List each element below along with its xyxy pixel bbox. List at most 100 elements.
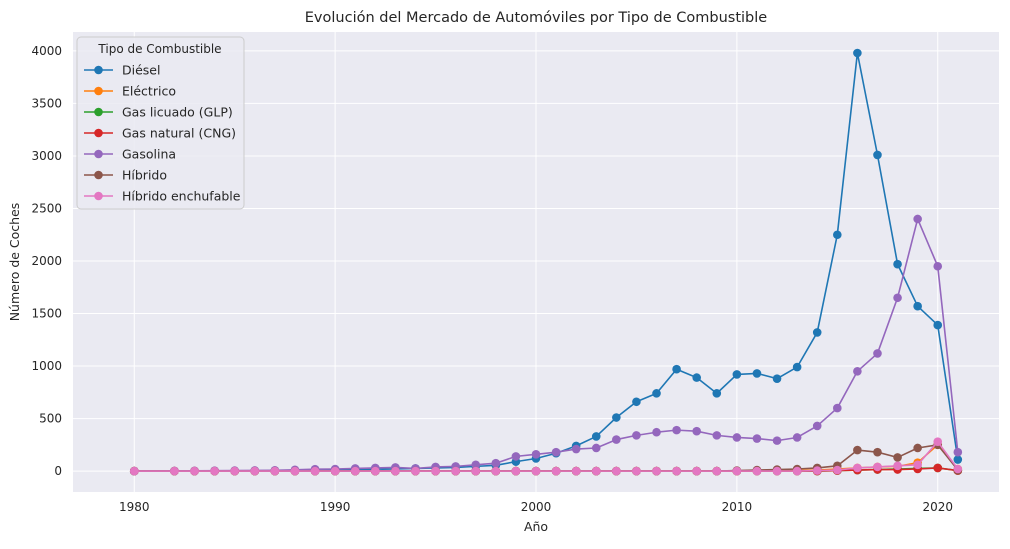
data-point xyxy=(350,466,360,476)
data-point xyxy=(812,328,822,337)
data-point xyxy=(330,466,340,476)
data-point xyxy=(712,466,722,476)
x-tick-label: 2000 xyxy=(521,500,552,514)
legend-item: Híbrido xyxy=(84,168,167,183)
y-axis-label: Número de Coches xyxy=(7,203,22,322)
series-group xyxy=(129,48,963,476)
y-tick-label: 4000 xyxy=(31,44,62,58)
legend-item: Híbrido enchufable xyxy=(84,189,241,204)
data-point xyxy=(692,426,701,436)
legend-marker xyxy=(94,128,103,138)
data-point xyxy=(612,435,621,444)
data-point xyxy=(632,466,641,476)
data-point xyxy=(652,466,661,476)
legend-label: Híbrido xyxy=(122,168,167,183)
data-point xyxy=(511,452,521,461)
legend-item: Gasolina xyxy=(84,147,176,162)
legend-item: Eléctrico xyxy=(84,84,176,99)
data-point xyxy=(792,466,802,476)
data-point xyxy=(772,436,782,445)
data-point xyxy=(913,214,922,224)
series-h-brido-enchufable xyxy=(129,437,963,476)
y-tick-label: 1500 xyxy=(31,307,62,321)
legend-label: Gas natural (CNG) xyxy=(122,126,236,141)
data-point xyxy=(792,362,802,372)
data-point xyxy=(591,432,601,441)
data-point xyxy=(752,466,762,476)
y-tick-label: 3500 xyxy=(31,96,62,110)
legend-item: Gas natural (CNG) xyxy=(84,126,236,141)
chart-title: Evolución del Mercado de Automóviles por… xyxy=(305,10,768,26)
data-point xyxy=(873,150,882,160)
legend-item: Diésel xyxy=(84,63,160,78)
data-point xyxy=(632,431,641,440)
x-tick-label: 1980 xyxy=(119,500,150,514)
data-point xyxy=(551,466,561,476)
data-point xyxy=(612,466,621,476)
data-point xyxy=(551,447,561,457)
data-point xyxy=(571,444,581,454)
data-point xyxy=(451,466,460,476)
data-point xyxy=(873,447,882,457)
data-point xyxy=(893,461,902,471)
legend-label: Diésel xyxy=(122,63,160,78)
data-point xyxy=(210,466,219,476)
data-point xyxy=(873,349,882,358)
data-point xyxy=(250,466,260,476)
data-point xyxy=(833,230,842,240)
data-point xyxy=(129,466,139,476)
data-point xyxy=(531,466,541,476)
data-point xyxy=(833,465,842,475)
x-tick-labels: 1980 1990 2000 2010 2020 xyxy=(119,500,953,514)
legend-item: Gas licuado (GLP) xyxy=(84,105,233,120)
data-point xyxy=(672,425,681,435)
data-point xyxy=(591,466,601,476)
data-point xyxy=(391,466,400,476)
data-point xyxy=(310,466,320,476)
legend-label: Híbrido enchufable xyxy=(122,189,241,204)
data-point xyxy=(732,433,742,442)
data-point xyxy=(913,301,922,311)
legend-marker xyxy=(94,149,103,159)
y-tick-label: 500 xyxy=(39,412,62,426)
data-point xyxy=(752,434,762,443)
data-point xyxy=(712,389,722,398)
data-point xyxy=(491,466,501,476)
data-point xyxy=(933,261,943,271)
data-point xyxy=(893,453,902,462)
data-point xyxy=(752,369,762,378)
y-tick-label: 3000 xyxy=(31,149,62,163)
data-point xyxy=(732,370,742,379)
data-point xyxy=(933,463,943,473)
data-point xyxy=(531,449,541,459)
data-point xyxy=(853,445,862,455)
data-point xyxy=(591,443,601,453)
legend-marker xyxy=(94,191,103,201)
data-point xyxy=(913,460,922,470)
data-point xyxy=(833,403,842,413)
data-point xyxy=(812,466,822,475)
data-point xyxy=(953,464,963,474)
data-point xyxy=(632,397,641,407)
legend-marker xyxy=(94,107,103,117)
data-point xyxy=(953,447,963,457)
data-point xyxy=(873,462,882,472)
y-tick-label: 1000 xyxy=(31,359,62,373)
y-tick-label: 2000 xyxy=(31,254,62,268)
data-point xyxy=(471,460,481,470)
x-tick-label: 2020 xyxy=(922,500,953,514)
data-point xyxy=(672,364,681,374)
grid-lines xyxy=(73,32,999,492)
data-point xyxy=(853,48,862,58)
x-axis-label: Año xyxy=(524,519,548,534)
data-point xyxy=(712,431,722,440)
legend-label: Eléctrico xyxy=(122,84,176,99)
data-point xyxy=(431,466,440,476)
data-point xyxy=(652,389,661,398)
data-point xyxy=(170,466,179,476)
legend-box xyxy=(76,36,245,210)
x-tick-label: 1990 xyxy=(320,500,351,514)
data-point xyxy=(893,259,902,269)
data-point xyxy=(692,466,701,476)
data-point xyxy=(692,373,701,382)
